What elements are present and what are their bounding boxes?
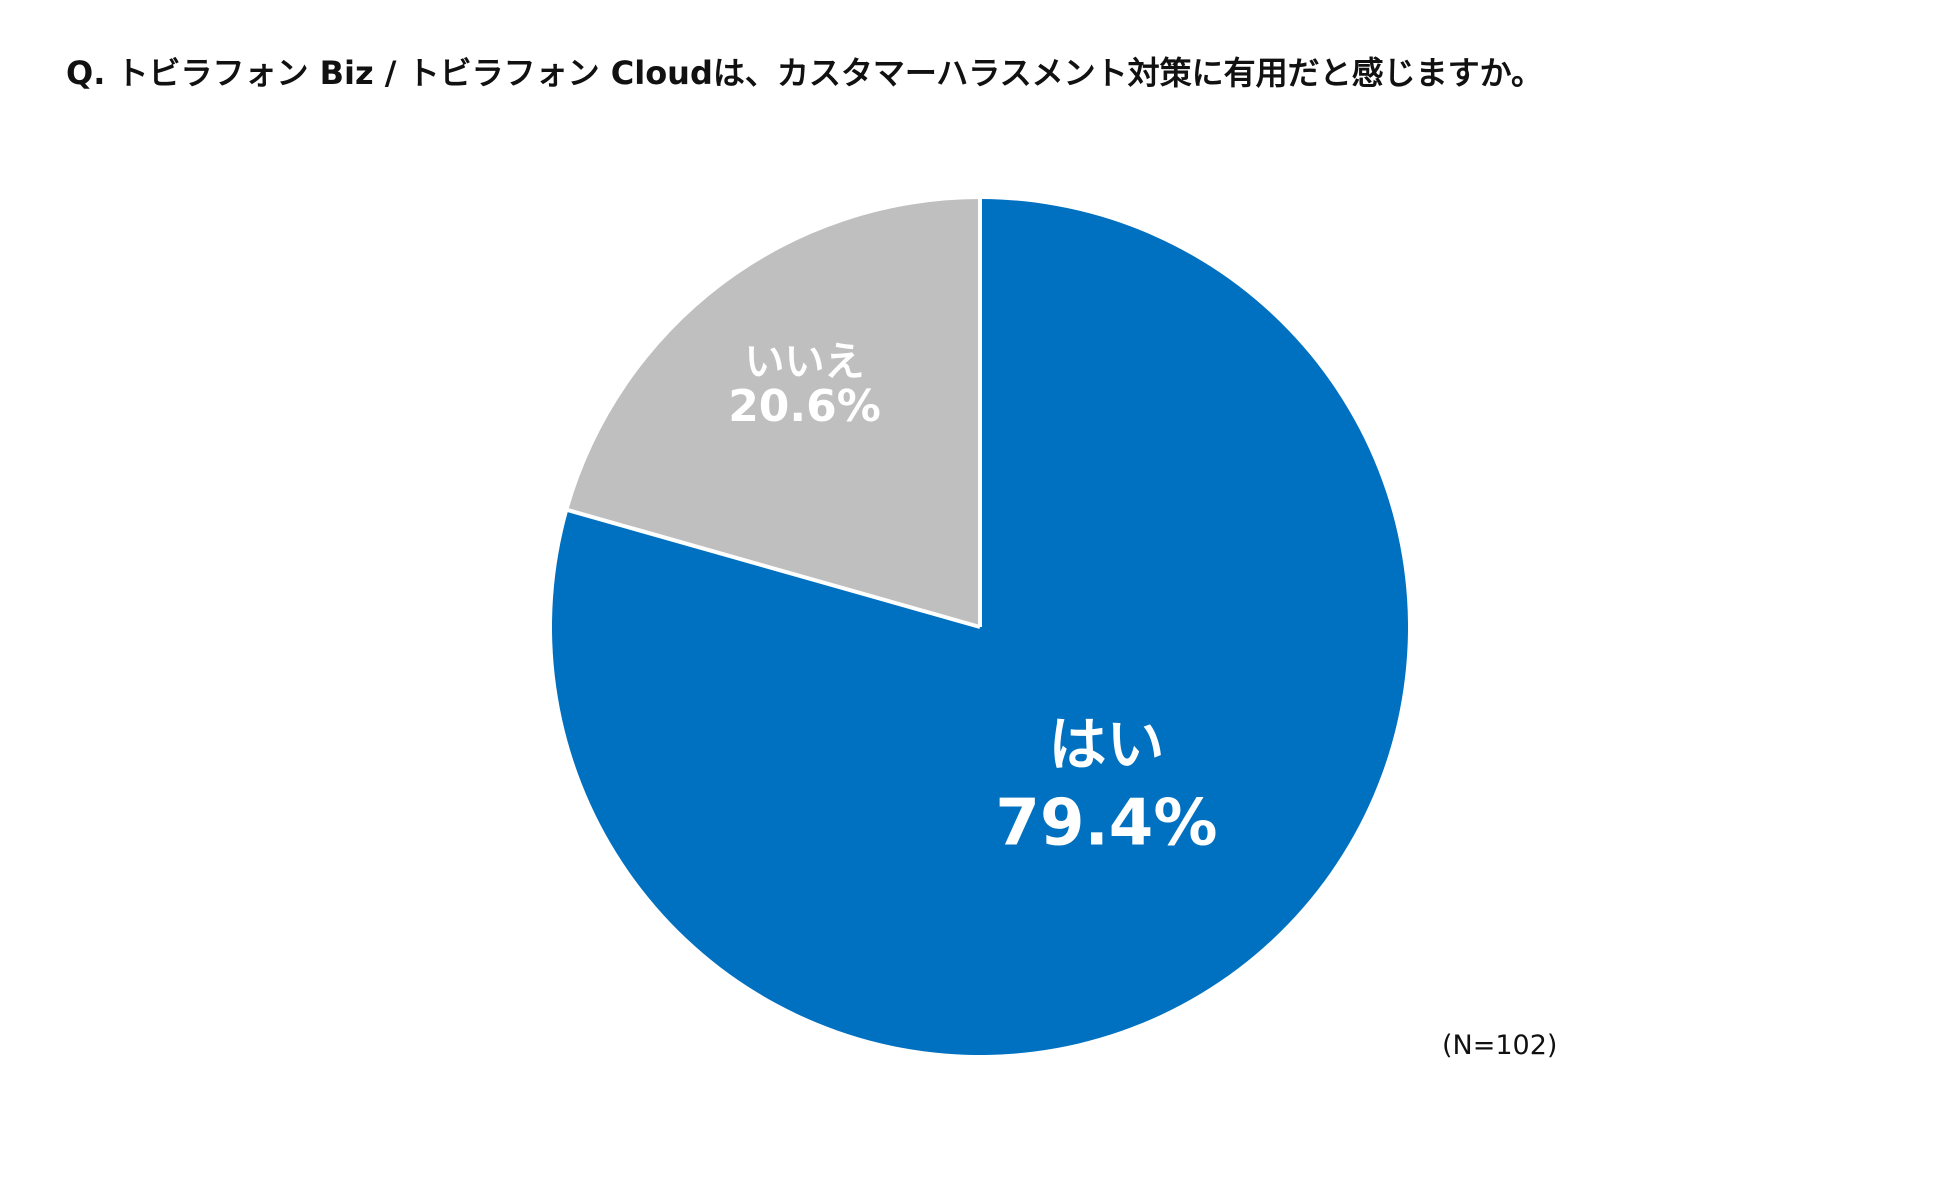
slice-value-yes: 79.4% [995, 786, 1217, 860]
slice-label-no: いいえ [745, 339, 865, 385]
sample-size-note: (N=102) [1442, 1030, 1558, 1061]
chart-title: Q. トビラフォン Biz / トビラフォン Cloudは、カスタマーハラスメン… [66, 54, 1543, 92]
slice-value-no: 20.6% [728, 381, 881, 432]
pie-slices [552, 198, 1408, 1055]
slice-separator [566, 507, 981, 629]
slice-label-yes: はい [1048, 710, 1164, 778]
pie-slice-no [568, 198, 980, 628]
